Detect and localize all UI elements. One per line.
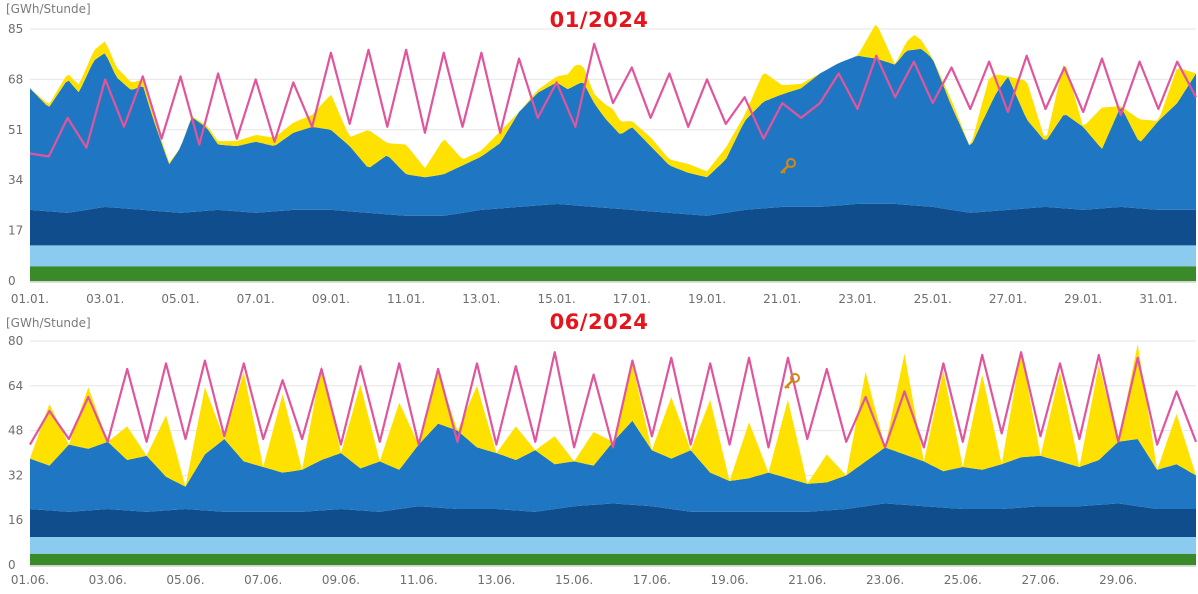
series-area <box>30 245 1196 267</box>
x-tick-label: 09.06. <box>322 573 360 587</box>
chart-january-svg: 0 17 34 51 68 85 01.01. 03.01. 05.01. 07.01. 09.01… <box>8 22 1197 306</box>
x-tick-label: 27.01. <box>989 292 1027 306</box>
x-tick-label: 13.01. <box>462 292 500 306</box>
series-area <box>30 420 1196 512</box>
key-icon <box>778 157 798 177</box>
x-tick-label: 29.01. <box>1064 292 1102 306</box>
y-tick-label: 32 <box>8 468 23 482</box>
x-tick-label: 15.01. <box>537 292 575 306</box>
x-tick-label: 13.06. <box>477 573 515 587</box>
x-tick-label: 11.01. <box>387 292 425 306</box>
x-tick-label: 29.06. <box>1099 573 1137 587</box>
x-tick-label: 11.06. <box>400 573 438 587</box>
key-icon <box>782 372 802 392</box>
series-line <box>29 351 1198 449</box>
x-tick-label: 15.06. <box>555 573 593 587</box>
chart-june-svg: 0 16 32 48 64 80 01.06. 03.06. 05.06. 07.06. 09.06… <box>8 334 1198 587</box>
x-tick-label: 23.06. <box>866 573 904 587</box>
series-area <box>30 343 1196 487</box>
y-tick-label: 48 <box>8 424 23 438</box>
y-tick-label: 80 <box>8 334 23 348</box>
x-tick-label: 07.06. <box>244 573 282 587</box>
series-area <box>30 537 1196 554</box>
x-tick-label: 05.06. <box>166 573 204 587</box>
x-tick-label: 01.06. <box>11 573 49 587</box>
y-tick-label: 51 <box>8 123 23 137</box>
x-tick-label: 17.01. <box>613 292 651 306</box>
x-tick-label: 03.01. <box>86 292 124 306</box>
series-area <box>30 48 1196 216</box>
chart-panel-june: 0 16 32 48 64 80 01.06. 03.06. 05.06. 07.06. 09.06… <box>0 300 1198 594</box>
x-tick-label: 31.01. <box>1139 292 1177 306</box>
y-tick-label: 85 <box>8 22 23 36</box>
chart-title: 06/2024 <box>549 310 649 334</box>
series-area <box>30 203 1196 246</box>
x-tick-label: 01.01. <box>11 292 49 306</box>
y-tick-label: 17 <box>8 224 23 238</box>
y-axis-unit-label: [GWh/Stunde] <box>6 316 91 330</box>
series-area <box>30 553 1196 565</box>
x-tick-label: 25.06. <box>944 573 982 587</box>
x-tick-label: 21.06. <box>788 573 826 587</box>
x-tick-label: 07.01. <box>237 292 275 306</box>
y-tick-label: 16 <box>8 513 23 527</box>
y-tick-label: 68 <box>8 72 23 86</box>
series-area <box>30 266 1196 281</box>
y-tick-label: 64 <box>8 379 23 393</box>
x-tick-label: 23.01. <box>838 292 876 306</box>
x-tick-label: 03.06. <box>89 573 127 587</box>
series-area <box>30 503 1196 537</box>
chart-panel-january: 0 17 34 51 68 85 01.01. 03.01. 05.01. 07.01. 09.01… <box>6 2 1197 306</box>
x-tick-label: 17.06. <box>633 573 671 587</box>
x-tick-label: 05.01. <box>161 292 199 306</box>
y-tick-label: 0 <box>8 558 16 572</box>
series-line <box>29 42 1197 158</box>
x-tick-label: 25.01. <box>914 292 952 306</box>
y-axis-unit-label: [GWh/Stunde] <box>6 2 91 16</box>
x-tick-label: 19.01. <box>688 292 726 306</box>
x-tick-label: 09.01. <box>312 292 350 306</box>
x-tick-label: 21.01. <box>763 292 801 306</box>
x-tick-label: 27.06. <box>1021 573 1059 587</box>
chart-title: 01/2024 <box>549 8 649 32</box>
y-tick-label: 34 <box>8 173 23 187</box>
x-tick-label: 19.06. <box>711 573 749 587</box>
y-tick-label: 0 <box>8 274 16 288</box>
